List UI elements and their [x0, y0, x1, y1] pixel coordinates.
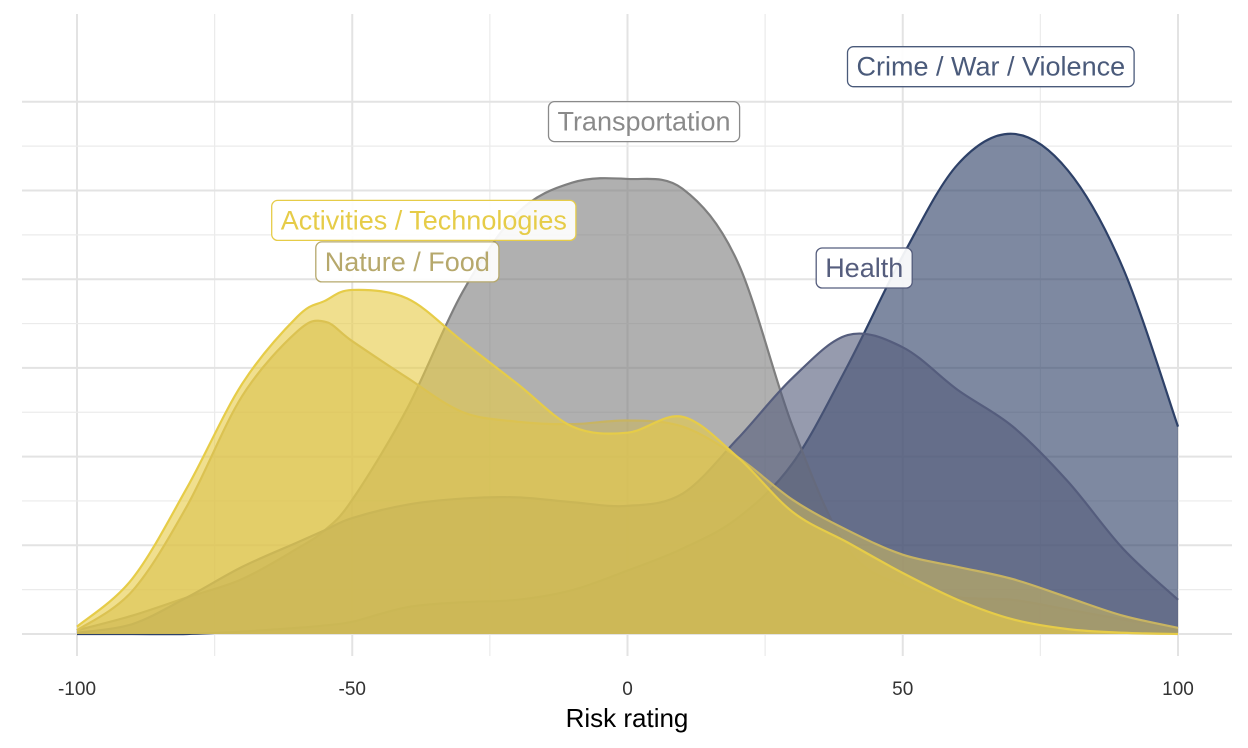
x-tick-label: -50 — [339, 679, 366, 700]
series-label-text: Crime / War / Violence — [857, 52, 1126, 82]
series-label-text: Health — [825, 253, 903, 283]
density-area-activities-technologies — [77, 289, 1178, 634]
density-areas — [76, 132, 1180, 636]
series-label-box — [547, 100, 741, 143]
series-label-activities-technologies: Activities / Technologies — [271, 199, 577, 242]
x-tick-label: 0 — [622, 679, 633, 700]
x-axis: -100 -50 0 50 100 — [58, 679, 1194, 700]
x-tick-label: 50 — [892, 679, 913, 700]
series-label-health: Health — [815, 247, 913, 289]
x-tick-label: 100 — [1162, 679, 1194, 700]
series-label-text: Nature / Food — [325, 247, 490, 277]
x-axis-title: Risk rating — [566, 703, 689, 733]
series-label-nature-food: Nature / Food — [315, 241, 500, 283]
x-tick-label: -100 — [58, 679, 96, 700]
series-label-transportation: Transportation — [547, 100, 741, 143]
series-label-box — [315, 241, 500, 283]
series-label-box — [846, 46, 1135, 88]
series-label-crime-war-violence: Crime / War / Violence — [846, 46, 1135, 88]
series-label-text: Transportation — [557, 107, 730, 137]
series-label-box — [815, 247, 913, 289]
series-label-text: Activities / Technologies — [281, 205, 567, 235]
density-line-activities-technologies — [76, 288, 1179, 636]
series-labels: Crime / War / Violence Transportation Heal… — [271, 46, 1135, 289]
series-label-box — [271, 199, 577, 242]
